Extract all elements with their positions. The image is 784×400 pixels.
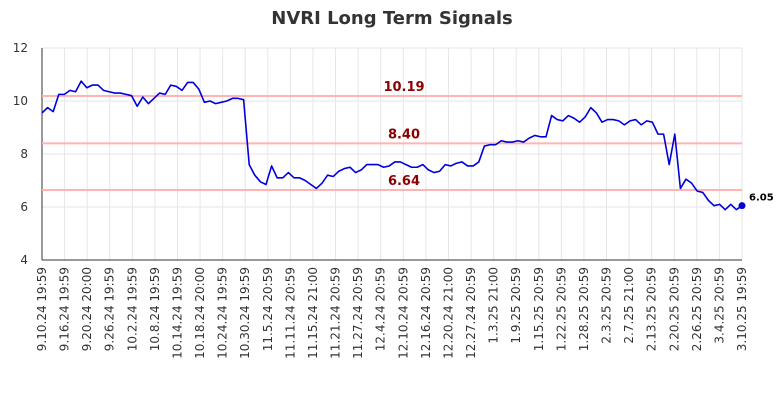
- x-tick-label: 2.13.25 20:59: [645, 267, 659, 351]
- chart-title: NVRI Long Term Signals: [271, 8, 513, 29]
- x-tick-label: 9.20.24 20:00: [80, 267, 94, 351]
- x-tick-label: 3.10.25 19:59: [735, 267, 749, 351]
- x-tick-label: 12.27.24 20:59: [464, 267, 478, 359]
- x-tick-label: 1.3.25 21:00: [487, 267, 501, 344]
- x-tick-label: 10.24.24 19:59: [216, 267, 230, 359]
- x-tick-label: 1.28.25 20:59: [577, 267, 591, 351]
- x-tick-label: 1.22.25 20:59: [554, 267, 568, 351]
- y-tick-label: 8: [20, 147, 28, 161]
- price-line: [41, 80, 743, 211]
- signal-label: 10.19: [383, 80, 424, 95]
- last-value-label: 6.05: [749, 193, 774, 204]
- signal-label: 8.40: [388, 127, 420, 142]
- x-tick-label: 11.21.24 20:59: [329, 267, 343, 359]
- last-point-marker: [738, 202, 746, 210]
- x-tick-label: 11.27.24 20:59: [351, 267, 365, 359]
- y-tick-label: 6: [20, 200, 28, 214]
- x-tick-label: 2.7.25 21:00: [622, 267, 636, 344]
- x-tick-label: 9.10.24 19:59: [35, 267, 49, 351]
- x-tick-label: 11.11.24 20:59: [283, 267, 297, 359]
- x-tick-label: 12.4.24 20:59: [374, 267, 388, 351]
- x-tick-label: 2.3.25 20:59: [600, 267, 614, 344]
- x-tick-label: 2.20.25 20:59: [667, 267, 681, 351]
- y-tick-label: 12: [13, 41, 28, 55]
- x-tick-label: 10.30.24 19:59: [238, 267, 252, 359]
- x-tick-label: 12.16.24 20:59: [419, 267, 433, 359]
- x-tick-label: 9.26.24 19:59: [103, 267, 117, 351]
- x-tick-label: 9.16.24 19:59: [58, 267, 72, 351]
- x-tick-label: 3.4.25 20:59: [712, 267, 726, 344]
- x-tick-label: 1.15.25 20:59: [532, 267, 546, 351]
- x-tick-label: 12.10.24 20:59: [396, 267, 410, 359]
- y-tick-label: 10: [13, 94, 28, 108]
- x-tick-label: 10.8.24 19:59: [148, 267, 162, 351]
- x-tick-label: 11.15.24 21:00: [306, 267, 320, 359]
- y-tick-label: 4: [20, 253, 28, 267]
- x-tick-label: 10.18.24 20:00: [193, 267, 207, 359]
- signal-label: 6.64: [388, 174, 420, 189]
- x-tick-label: 10.2.24 19:59: [125, 267, 139, 351]
- x-tick-label: 11.5.24 20:59: [261, 267, 275, 351]
- x-tick-label: 10.14.24 19:59: [170, 267, 184, 359]
- x-tick-label: 1.9.25 20:59: [509, 267, 523, 344]
- x-tick-label: 12.20.24 21:00: [441, 267, 455, 359]
- x-tick-label: 2.26.25 20:59: [690, 267, 704, 351]
